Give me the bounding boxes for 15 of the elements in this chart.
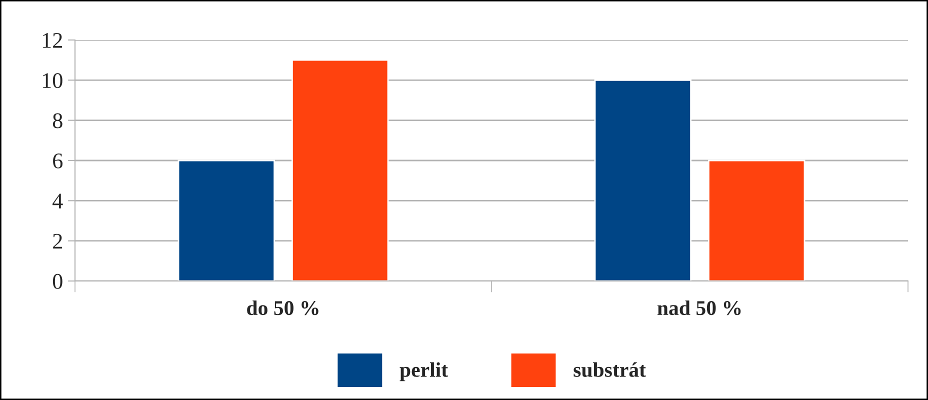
legend-label: substrát — [574, 362, 646, 377]
x-tick-label: nad 50 % — [657, 300, 741, 316]
bar — [708, 160, 806, 281]
x-tick-label: do 50 % — [247, 300, 318, 316]
y-tick-label: 4 — [52, 194, 63, 208]
legend-label: perlit — [400, 362, 448, 382]
bar — [178, 160, 275, 281]
y-tick-label: 6 — [53, 153, 63, 168]
bar — [292, 59, 389, 281]
y-tick-label: 10 — [42, 73, 62, 88]
y-tick-label: 8 — [52, 113, 62, 128]
y-tick-label: 2 — [53, 234, 62, 249]
y-tick-label: 12 — [42, 32, 62, 48]
y-tick-label: 0 — [52, 274, 62, 289]
bar — [594, 79, 692, 281]
